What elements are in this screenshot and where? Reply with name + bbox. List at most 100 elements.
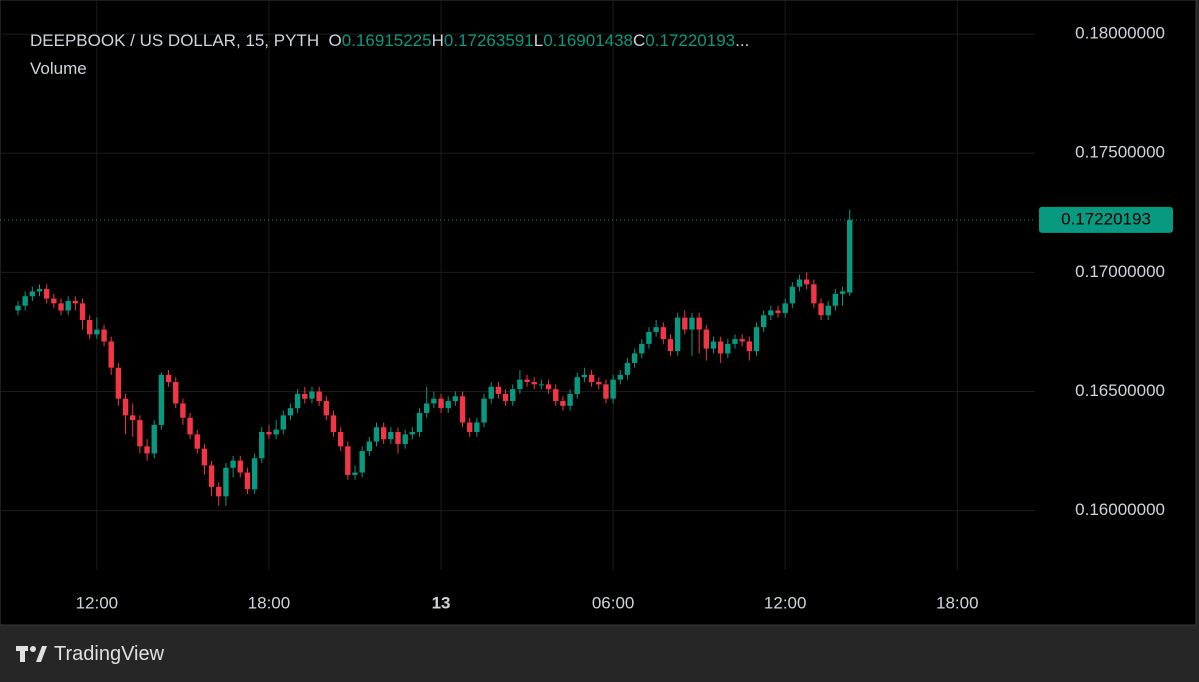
axis-labels: 0.16000000 0.16500000 0.17000000 0.17500000…	[76, 24, 1173, 612]
candle-body	[208, 465, 215, 487]
candle-body	[545, 384, 552, 390]
candle-body	[180, 403, 186, 418]
candle-body	[818, 303, 824, 316]
ellipsis: ...	[735, 31, 750, 50]
ohlc-value: 0.16901438	[543, 31, 634, 50]
candle-body	[682, 317, 688, 330]
candle-body	[717, 341, 724, 354]
candle-body	[775, 310, 781, 313]
candle-body	[703, 329, 710, 349]
x-tick-label: 12:00	[764, 593, 807, 612]
candle-body	[266, 432, 272, 435]
candle-body	[768, 310, 774, 316]
candle-body	[581, 374, 588, 378]
candle-body	[811, 284, 817, 304]
candle-body	[502, 393, 509, 402]
candle-body	[574, 377, 580, 394]
candle-body	[689, 317, 695, 330]
candle-body	[825, 305, 831, 316]
candle-body	[273, 429, 279, 435]
ohlc-label: O	[328, 31, 342, 50]
x-tick-label: 18:00	[248, 593, 291, 612]
candle-body	[596, 381, 602, 385]
ohlc-value: 0.17263591	[443, 31, 534, 50]
candle-body	[804, 279, 810, 285]
candle-body	[423, 403, 430, 413]
candle-body	[29, 291, 36, 297]
candle-body	[151, 424, 157, 454]
candle-body	[366, 441, 373, 452]
candle-body	[115, 367, 122, 399]
candle-body	[510, 389, 516, 402]
candle-body	[302, 393, 308, 399]
ohlc-value: 0.16915225	[341, 31, 432, 50]
candle-body	[660, 327, 666, 340]
candle-body	[130, 415, 136, 421]
last-price-box	[1039, 206, 1173, 233]
candle-body	[617, 374, 623, 380]
candle-body	[352, 472, 358, 475]
candle-body	[567, 393, 573, 406]
brand-logo	[16, 646, 47, 662]
candle-body	[337, 432, 344, 447]
candle-body	[710, 341, 717, 349]
candle-body	[144, 446, 150, 454]
candle-body	[194, 434, 200, 449]
candle-body	[287, 408, 294, 416]
candle-body	[43, 289, 50, 299]
candle-body	[237, 460, 243, 473]
candle-body	[101, 329, 107, 342]
candle-body	[667, 339, 674, 352]
candle-body	[732, 339, 738, 344]
chart-frame	[0, 0, 1197, 626]
candle-body	[746, 341, 753, 352]
candle-body	[624, 362, 631, 375]
candle-body	[517, 379, 523, 390]
candle-body	[438, 398, 444, 409]
candle-body	[789, 286, 796, 304]
x-tick-label: 18:00	[936, 593, 979, 612]
candle-body	[782, 303, 788, 313]
candle-body	[158, 374, 165, 425]
candle-body	[373, 427, 380, 442]
candle-body	[380, 427, 387, 440]
candle-body	[431, 398, 437, 404]
brand: TradingView	[54, 643, 165, 665]
candle-body	[753, 327, 760, 352]
candle-body	[165, 374, 172, 382]
candle-body	[739, 339, 745, 342]
candle-body	[760, 315, 767, 328]
ohlc-label: L	[533, 31, 544, 50]
candle-body	[72, 300, 79, 304]
candle-body	[832, 293, 839, 306]
candle-body	[445, 401, 451, 409]
candle-body	[395, 432, 401, 444]
candle-body	[538, 384, 545, 386]
candle-body	[409, 432, 416, 435]
candle-body	[259, 432, 265, 459]
candles	[0, 209, 1035, 506]
candle-body	[639, 343, 645, 354]
candle-body	[223, 467, 229, 497]
candle-body	[79, 303, 86, 321]
candle-body	[488, 386, 494, 399]
candle-body	[330, 415, 337, 433]
y-tick-label: 0.17000000	[1075, 262, 1165, 281]
x-tick-label: 06:00	[592, 593, 635, 612]
candle-body	[847, 219, 853, 293]
last-price-label: 0.17220193	[1061, 209, 1151, 228]
candle-body	[459, 396, 466, 423]
candle-body	[187, 417, 193, 435]
candle-body	[251, 458, 258, 490]
symbol-title: DEEPBOOK / US DOLLAR, 15, PYTH	[30, 31, 320, 50]
candle-body	[201, 448, 208, 466]
candle-body	[51, 298, 57, 304]
grid	[0, 0, 1035, 570]
candle-body	[359, 451, 365, 473]
candle-body	[474, 422, 480, 433]
candle-body	[467, 422, 473, 433]
candle-body	[402, 434, 408, 444]
candle-body	[610, 379, 616, 399]
candle-body	[416, 412, 423, 433]
